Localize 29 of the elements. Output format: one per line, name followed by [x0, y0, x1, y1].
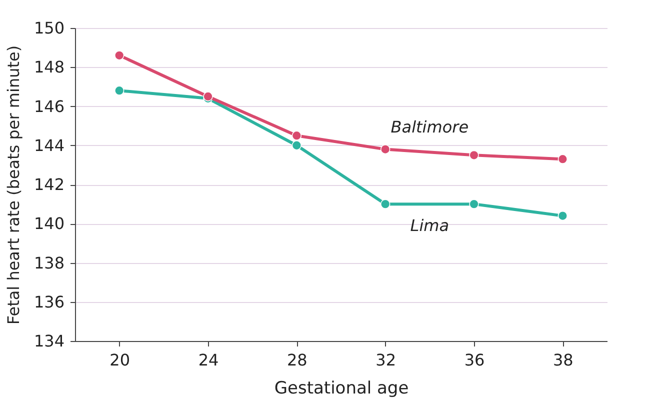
y-tick-label: 142 — [34, 175, 64, 194]
y-tick-label: 146 — [34, 96, 64, 116]
y-tick-label: 148 — [34, 58, 64, 77]
x-tick-label: 24 — [198, 350, 219, 370]
x-tick-label: 28 — [286, 350, 308, 370]
y-axis-title: Fetal heart rate (beats per minute) — [4, 45, 23, 325]
point — [292, 140, 302, 150]
point — [558, 154, 568, 164]
series-label: Baltimore — [390, 117, 469, 136]
point — [469, 199, 479, 209]
x-tick-label: 38 — [552, 350, 574, 370]
x-tick-label: 20 — [110, 350, 130, 370]
point — [292, 130, 302, 140]
point — [469, 150, 479, 160]
series-label: Lima — [410, 216, 450, 236]
point — [114, 50, 124, 60]
x-tick-label: 36 — [464, 350, 485, 370]
y-tick-label: 150 — [34, 18, 64, 38]
x-axis-title: Gestational age — [274, 378, 409, 398]
y-tick-label: 140 — [34, 214, 64, 234]
y-tick-label: 134 — [34, 332, 64, 350]
y-tick-label: 136 — [34, 292, 64, 312]
x-tick-label: 32 — [376, 350, 396, 370]
y-tick-label: 138 — [34, 253, 64, 272]
point — [114, 86, 124, 96]
point — [380, 199, 390, 209]
y-tick-label: 144 — [34, 136, 64, 155]
point — [380, 144, 390, 154]
point — [558, 210, 568, 221]
